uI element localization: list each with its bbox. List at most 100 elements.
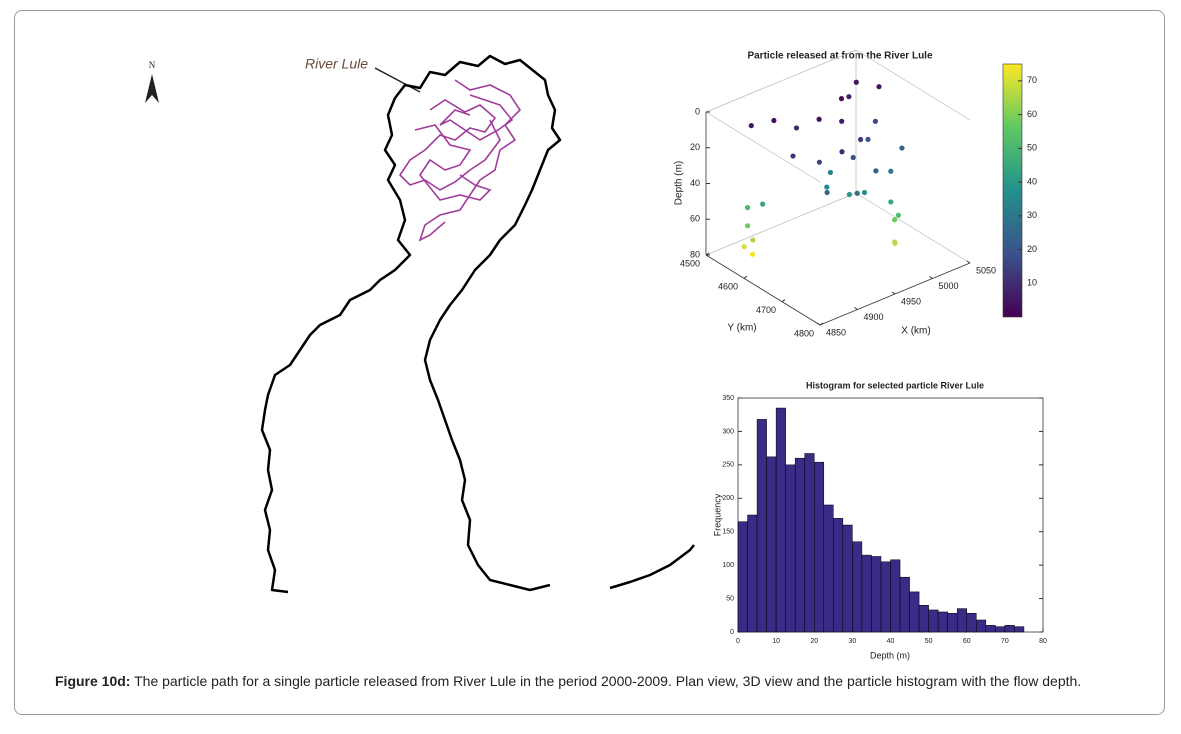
y-tick-label: 4700 [756, 305, 776, 315]
histogram: Histogram for selected particle River Lu… [712, 380, 1047, 660]
colorbar [1002, 63, 1023, 318]
x-tick-label: 4850 [826, 327, 846, 337]
z-tick-label: 20 [690, 142, 700, 152]
point [858, 136, 864, 143]
x-tick [929, 276, 933, 279]
point [865, 136, 871, 142]
colorbar-tick-label: 60 [1027, 109, 1037, 119]
x-tick-label: 4950 [901, 296, 921, 306]
point [749, 251, 756, 257]
bar [814, 461, 825, 633]
bar [785, 464, 796, 633]
y-tick-label: 4500 [680, 258, 700, 268]
bar [937, 611, 948, 633]
x-tick-label: 60 [963, 638, 971, 645]
bar [928, 609, 939, 633]
bar [842, 524, 853, 633]
point [854, 190, 860, 196]
point [771, 117, 777, 124]
y-tick-label: 150 [722, 529, 734, 536]
x-tick-label: 20 [810, 638, 818, 645]
north-label: N [149, 60, 156, 70]
bar [852, 541, 863, 633]
z-tick-label: 60 [690, 214, 700, 224]
bar [861, 554, 872, 633]
point [861, 189, 868, 196]
x-tick-label: 4900 [864, 312, 884, 322]
bar [756, 419, 767, 633]
point [850, 154, 856, 161]
point [872, 118, 879, 124]
x-tick-label: 40 [887, 638, 895, 645]
point [745, 223, 751, 229]
y-axis-label: Y (km) [727, 323, 756, 334]
box-edge [705, 49, 857, 113]
bar [747, 514, 758, 633]
point [838, 96, 845, 102]
bar [890, 559, 901, 633]
y-tick-label: 250 [722, 462, 734, 469]
point [888, 199, 894, 205]
bar [880, 561, 891, 633]
point [750, 237, 756, 243]
bar [918, 605, 929, 633]
river-pointer [374, 67, 421, 93]
x-tick-label: 50 [925, 638, 933, 645]
point [891, 217, 898, 223]
point [793, 125, 800, 131]
bar [966, 613, 977, 633]
y-tick [781, 299, 786, 303]
colorbar-tick-label: 20 [1027, 244, 1037, 254]
point [741, 244, 747, 250]
z-tick-label: 0 [695, 106, 700, 116]
x-tick-label: 70 [1001, 638, 1009, 645]
point [744, 205, 751, 211]
point [873, 168, 879, 174]
figure-frame [14, 10, 1165, 715]
point [853, 79, 859, 85]
point [824, 189, 830, 196]
point [892, 240, 898, 246]
colorbar-tick-label: 70 [1027, 75, 1037, 85]
bar [1004, 625, 1015, 633]
caption: Figure 10d: The particle path for a sing… [55, 672, 1135, 690]
bar [956, 608, 967, 633]
point [839, 118, 845, 124]
y-tick-label: 4800 [794, 328, 814, 338]
x-tick-label: 5000 [939, 281, 959, 291]
river-label: River Lule [305, 56, 368, 72]
z-tick-label: 80 [690, 249, 700, 259]
bar [976, 619, 987, 633]
bar [775, 407, 786, 633]
box-edge [705, 111, 821, 183]
x-tick [891, 291, 896, 295]
colorbar-tick-label: 10 [1027, 278, 1037, 288]
bar [995, 626, 1006, 633]
particle-path [398, 79, 522, 242]
point [816, 159, 823, 165]
north-arrow [145, 74, 159, 103]
point [816, 116, 822, 122]
point [846, 94, 852, 100]
caption-label: Figure 10d: [55, 673, 131, 689]
point [839, 149, 845, 155]
colorbar-tick-label: 40 [1027, 176, 1037, 186]
bar [737, 521, 748, 633]
y-tick [705, 252, 710, 256]
bar [833, 518, 844, 633]
point [790, 153, 796, 159]
y-tick-label: 0 [730, 629, 734, 636]
chart-title: Histogram for selected particle River Lu… [806, 380, 984, 390]
colorbar-tick-label: 50 [1027, 143, 1037, 153]
point [846, 191, 853, 198]
bar [985, 625, 996, 633]
axis-line [705, 254, 821, 326]
point [895, 212, 902, 218]
bar [899, 576, 910, 633]
box-edge [705, 192, 857, 256]
scatter3d: Particle released at from the River Lule… [674, 49, 1037, 338]
bar [823, 504, 834, 633]
box-edge [855, 49, 971, 121]
